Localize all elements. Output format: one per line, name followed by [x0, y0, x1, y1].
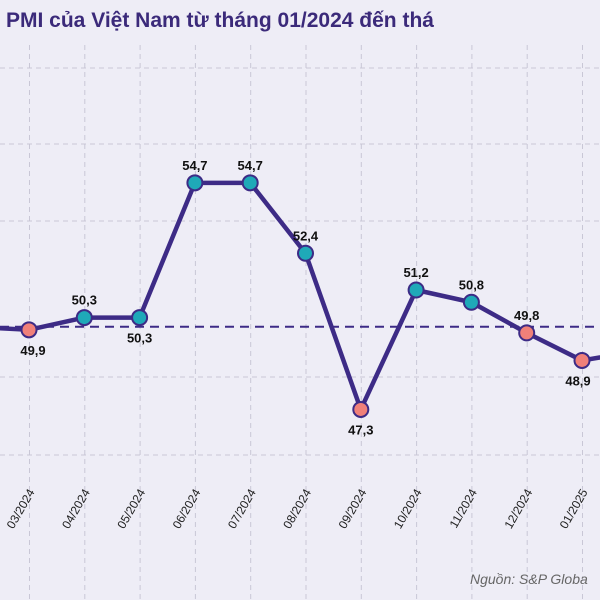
- x-tick-label: 03/2024: [4, 486, 38, 531]
- x-tick-label: 10/2024: [391, 486, 425, 531]
- x-tick-label: 01/2025: [557, 486, 591, 531]
- x-tick-label: 12/2024: [501, 486, 535, 531]
- data-point-marker: [131, 309, 149, 327]
- data-point-marker: [352, 400, 370, 418]
- x-tick-labels: 03/2024 04/2024 05/2024 06/2024 07/2024 08/20…: [4, 486, 591, 531]
- data-point-marker: [241, 174, 259, 192]
- x-tick-label: 11/2024: [447, 486, 481, 530]
- data-point-marker: [75, 309, 93, 327]
- data-label: 49,8: [514, 308, 539, 323]
- data-point-marker: [518, 324, 536, 342]
- data-labels: 49,9 50,3 50,3 54,7 54,7 52,4 47,3 51,2 50,8 49,8…: [20, 158, 590, 438]
- x-tick-label: 06/2024: [170, 486, 204, 531]
- source-note: Nguồn: S&P Globa: [470, 571, 588, 587]
- data-point-marker: [297, 244, 314, 262]
- data-label: 50,3: [127, 331, 152, 346]
- x-tick-label: 09/2024: [336, 486, 370, 531]
- data-label: 47,3: [348, 422, 373, 437]
- markers: [20, 174, 591, 418]
- data-label: 48,9: [565, 373, 590, 388]
- x-tick-label: 07/2024: [225, 486, 259, 531]
- x-tick-label: 08/2024: [280, 486, 314, 531]
- grid: [0, 45, 600, 600]
- data-label: 50,3: [72, 293, 97, 308]
- data-point-marker: [462, 293, 480, 311]
- data-label: 54,7: [182, 158, 207, 173]
- data-point-marker: [573, 351, 591, 369]
- data-label: 49,9: [20, 343, 45, 358]
- x-tick-label: 04/2024: [59, 486, 93, 531]
- x-tick-label: 05/2024: [114, 486, 148, 531]
- data-label: 54,7: [238, 158, 263, 173]
- data-label: 50,8: [459, 277, 484, 292]
- data-label: 51,2: [403, 265, 428, 280]
- data-point-marker: [186, 174, 204, 192]
- data-point-marker: [20, 321, 38, 339]
- data-point-marker: [407, 281, 425, 299]
- chart-title: PMI của Việt Nam từ tháng 01/2024 đến th…: [6, 9, 434, 32]
- data-label: 52,4: [293, 228, 319, 243]
